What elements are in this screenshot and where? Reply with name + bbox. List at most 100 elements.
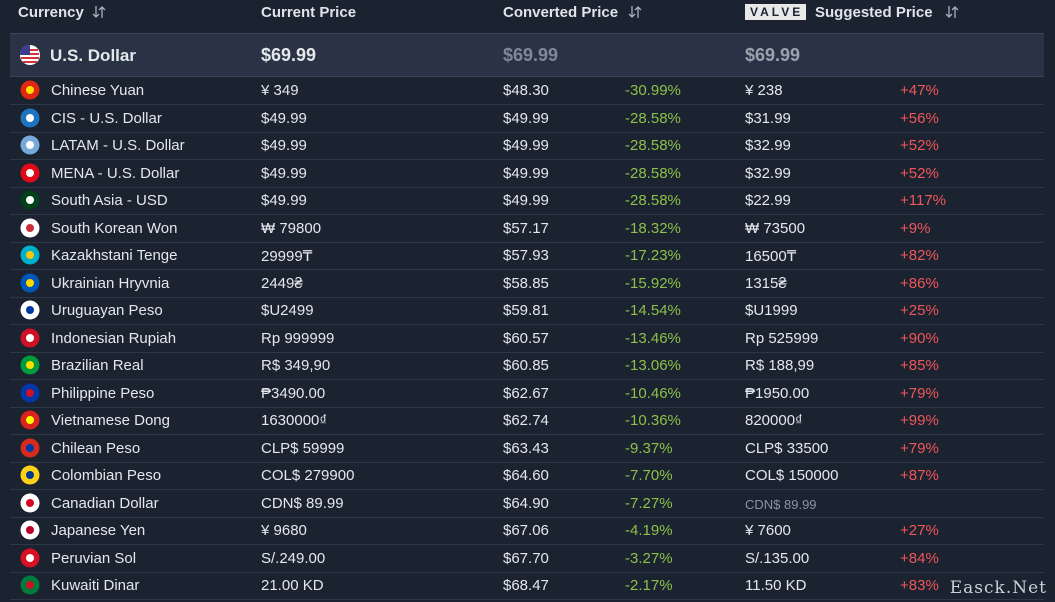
cell-converted-diff: -30.99% xyxy=(625,82,681,99)
header-suggested-price[interactable]: Suggested Price xyxy=(815,4,933,21)
cell-current: ¥ 9680 xyxy=(261,522,307,539)
flag-icon xyxy=(20,575,40,595)
table-row: Indonesian Rupiah Rp 999999 $60.57 -13.46% R… xyxy=(10,325,1044,353)
base-suggested: $69.99 xyxy=(745,45,801,65)
cell-suggested-diff: +82% xyxy=(900,247,939,264)
cell-suggested: ¥ 7600 xyxy=(745,522,791,539)
cell-suggested-diff: +90% xyxy=(900,329,939,347)
base-current: $69.99 xyxy=(261,45,317,65)
cell-name: Ukrainian Hryvnia xyxy=(51,274,170,292)
cell-converted: $62.74 xyxy=(503,412,549,429)
cell-suggested: ₩ 73500 xyxy=(745,219,806,237)
cell-name: Philippine Peso xyxy=(51,384,155,402)
header-converted-price[interactable]: Converted Price xyxy=(503,4,619,21)
cell-name: CIS - U.S. Dollar xyxy=(51,109,162,127)
flag-icon xyxy=(20,355,40,375)
cell-converted: $49.99 xyxy=(503,164,549,182)
cell-current: $49.99 xyxy=(261,192,307,209)
cell-name: Brazilian Real xyxy=(51,357,144,374)
cell-name: Peruvian Sol xyxy=(51,549,137,567)
cell-converted: $57.17 xyxy=(503,219,549,237)
table-row: South Korean Won ₩ 79800 $57.17 -18.32% ₩ 73… xyxy=(10,215,1044,243)
cell-converted: $49.99 xyxy=(503,137,549,154)
cell-suggested-diff: +79% xyxy=(900,439,939,457)
cell-suggested: CDN$ 89.99 xyxy=(745,496,817,512)
cell-current: Rp 999999 xyxy=(261,329,335,347)
cell-suggested: $32.99 xyxy=(745,137,791,154)
sort-icon[interactable] xyxy=(945,5,959,19)
cell-name: Japanese Yen xyxy=(51,522,146,539)
flag-icon xyxy=(20,108,40,127)
cell-name: Canadian Dollar xyxy=(51,494,159,512)
cell-current: S/.249.00 xyxy=(261,549,326,567)
cell-converted-diff: -15.92% xyxy=(625,274,681,292)
cell-suggested-diff: +87% xyxy=(900,467,939,484)
cell-converted: $59.81 xyxy=(503,302,549,319)
cell-converted: $67.70 xyxy=(503,549,549,567)
header-current-price: Current Price xyxy=(261,4,357,21)
cell-converted-diff: -14.54% xyxy=(625,302,681,319)
base-row: U.S. Dollar $69.99 $69.99 $69.99 xyxy=(10,33,1044,77)
cell-suggested: ₱1950.00 xyxy=(745,384,810,402)
table-row: LATAM - U.S. Dollar $49.99 $49.99 -28.58% $3… xyxy=(10,132,1044,160)
cell-suggested-diff: +52% xyxy=(900,137,939,154)
cell-converted-diff: -28.58% xyxy=(625,109,681,127)
cell-current: CLP$ 59999 xyxy=(261,439,345,457)
cell-converted-diff: -2.17% xyxy=(625,577,673,594)
cell-converted-diff: -10.46% xyxy=(625,384,681,402)
cell-converted: $68.47 xyxy=(503,577,549,594)
cell-name: Kuwaiti Dinar xyxy=(51,577,140,594)
cell-suggested-diff: +86% xyxy=(900,274,939,292)
cell-converted: $62.67 xyxy=(503,384,549,402)
flag-icon xyxy=(20,273,40,292)
cell-suggested: 1315₴ xyxy=(745,274,787,292)
cell-suggested: 820000₫ xyxy=(745,412,803,429)
cell-current: $49.99 xyxy=(261,137,307,154)
cell-suggested: COL$ 150000 xyxy=(745,467,839,484)
table-row: Philippine Peso ₱3490.00 $62.67 -10.46% ₱195… xyxy=(10,380,1044,408)
cell-suggested-diff: +56% xyxy=(900,109,939,127)
flag-icon xyxy=(20,163,40,182)
cell-suggested: $U1999 xyxy=(745,302,798,319)
cell-suggested-diff: +47% xyxy=(900,82,939,99)
flag-icon xyxy=(20,493,40,512)
cell-name: Colombian Peso xyxy=(51,467,162,484)
sort-icon[interactable] xyxy=(92,5,106,19)
cell-suggested: $22.99 xyxy=(745,192,791,209)
cell-converted-diff: -10.36% xyxy=(625,412,681,429)
table-row: Chinese Yuan ¥ 349 $48.30 -30.99% ¥ 238 +47% xyxy=(10,77,1044,105)
cell-converted-diff: -28.58% xyxy=(625,164,681,182)
header-currency[interactable]: Currency xyxy=(18,4,84,21)
cell-name: Chilean Peso xyxy=(51,439,141,457)
cell-suggested: R$ 188,99 xyxy=(745,357,815,374)
table-row: Brazilian Real R$ 349,90 $60.85 -13.06% R$ 1… xyxy=(10,352,1044,380)
cell-suggested-diff: +27% xyxy=(900,522,939,539)
base-name: U.S. Dollar xyxy=(50,46,136,65)
cell-converted: $58.85 xyxy=(503,274,549,292)
sort-icon[interactable] xyxy=(628,5,642,19)
cell-converted-diff: -18.32% xyxy=(625,219,681,237)
cell-name: Vietnamese Dong xyxy=(51,412,170,429)
valve-logo: VALVE xyxy=(745,4,807,20)
table-row: MENA - U.S. Dollar $49.99 $49.99 -28.58% $32… xyxy=(10,160,1044,188)
cell-suggested: S/.135.00 xyxy=(745,549,810,567)
cell-converted-diff: -17.23% xyxy=(625,247,681,264)
cell-converted-diff: -13.46% xyxy=(625,329,681,347)
cell-suggested: 11.50 KD xyxy=(745,577,807,594)
cell-current: 29999₸ xyxy=(261,248,313,265)
cell-converted: $64.60 xyxy=(503,467,549,484)
cell-suggested: CLP$ 33500 xyxy=(745,439,829,457)
table-row: South Asia - USD $49.99 $49.99 -28.58% $22.9… xyxy=(10,187,1044,215)
table-row: Japanese Yen ¥ 9680 $67.06 -4.19% ¥ 7600 +27% xyxy=(10,517,1044,545)
cell-suggested-diff: +84% xyxy=(900,549,939,567)
cell-current: $49.99 xyxy=(261,164,307,182)
cell-converted: $49.99 xyxy=(503,192,549,209)
watermark: Easck.Net xyxy=(949,578,1047,598)
cell-converted: $49.99 xyxy=(503,109,549,127)
cell-suggested-diff: +79% xyxy=(900,384,939,402)
cell-converted: $67.06 xyxy=(503,522,549,539)
table-row: Kazakhstani Tenge 29999₸ $57.93 -17.23% 1650… xyxy=(10,242,1044,270)
cell-name: Kazakhstani Tenge xyxy=(51,247,178,264)
table-row: Chilean Peso CLP$ 59999 $63.43 -9.37% CLP$ 3… xyxy=(10,435,1044,463)
